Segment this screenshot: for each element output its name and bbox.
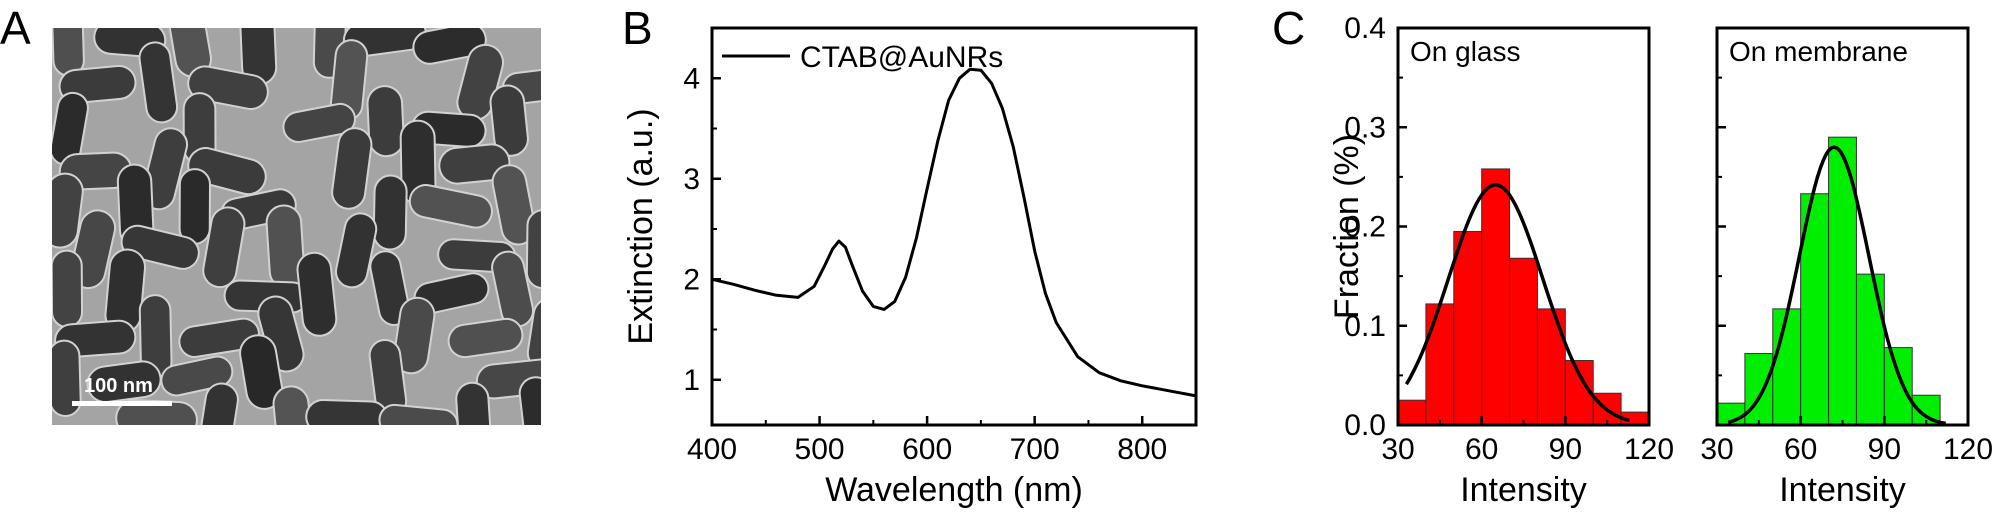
histogram-bar: [1481, 168, 1511, 426]
nanorod: [489, 84, 529, 157]
histogram-bar: [1772, 308, 1802, 426]
histogram-bar: [1855, 273, 1885, 426]
histogram-label: On membrane: [1729, 36, 1908, 67]
nanorod: [178, 168, 211, 245]
tem-micrograph: [52, 28, 541, 425]
nanorod: [296, 251, 338, 337]
x-tick-label: 120: [1943, 433, 1993, 466]
histogram-bar: [1828, 136, 1857, 426]
x-tick-label: 120: [1624, 433, 1674, 466]
y-tick-label: 4: [683, 62, 700, 95]
panel-letter-b: B: [622, 2, 653, 54]
x-axis-title: Intensity: [1460, 471, 1587, 509]
nanorod: [369, 250, 411, 326]
histogram-bar: [1425, 303, 1455, 426]
nanorod: [392, 296, 436, 375]
histogram-bar: [1744, 353, 1774, 426]
panel-letter-c: C: [1272, 2, 1305, 54]
nanorod: [52, 249, 84, 329]
nanorod: [138, 41, 179, 124]
nanorod: [455, 381, 492, 425]
nanorod: [52, 339, 82, 417]
histogram-on-glass: 30 60 90 120 0.0 0.1 0.2 0.3 0.4 On glass Intensit…: [1328, 12, 1674, 509]
x-tick-label: 60: [1784, 433, 1817, 466]
nanorod: [141, 127, 189, 211]
histogram-bar: [1883, 347, 1913, 426]
y-axis-title: Fraction (%): [1328, 134, 1366, 319]
y-tick-label: 0.3: [1344, 111, 1386, 144]
nanorod: [518, 376, 541, 425]
x-tick-label: 700: [1010, 433, 1060, 466]
nanorod: [282, 102, 356, 143]
histogram-bar: [1453, 230, 1483, 426]
histogram-bar: [1509, 257, 1538, 426]
nanorod: [86, 360, 162, 404]
x-tick-label: 90: [1868, 433, 1901, 466]
y-tick-label: 0.1: [1344, 310, 1386, 343]
x-tick-label: 800: [1117, 433, 1167, 466]
histogram-label: On glass: [1410, 36, 1521, 67]
y-tick-label: 2: [683, 263, 700, 296]
x-tick-label: 600: [902, 433, 952, 466]
plot-frame: [710, 26, 1198, 427]
nanorod: [331, 127, 373, 210]
histogram-bar: [1397, 399, 1427, 426]
y-tick-label: 0.2: [1344, 211, 1386, 244]
nanorod: [198, 382, 239, 425]
nanorod: [525, 209, 541, 290]
nanorod: [366, 85, 405, 158]
extinction-spectrum-plot: 400 500 600 700 800 1 2 3 4 Wavelength (nm) Extinc…: [622, 26, 1198, 509]
x-tick-label: 90: [1549, 433, 1582, 466]
x-tick-label: 60: [1465, 433, 1498, 466]
nanorod: [52, 172, 84, 249]
nanorod: [412, 28, 487, 65]
scale-bar-label: 100 nm: [84, 375, 153, 397]
y-tick-label: 0.4: [1344, 12, 1386, 45]
nanorod-field: [52, 28, 541, 425]
series-line-ctab-aunrs: [711, 67, 1197, 398]
nanorod: [334, 212, 378, 289]
nanorod: [526, 297, 541, 372]
nanorod: [178, 317, 260, 358]
nanorod: [239, 334, 284, 410]
x-tick-label: 30: [1381, 433, 1414, 466]
x-axis-title: Intensity: [1779, 471, 1906, 509]
nanorod: [52, 28, 85, 77]
gaussian-fit-curve: [1404, 183, 1630, 423]
nanorod: [447, 317, 524, 359]
x-axis-title: Wavelength (nm): [825, 471, 1083, 509]
x-tick-label: 500: [795, 433, 845, 466]
histogram-bar: [1536, 308, 1566, 426]
histogram-on-membrane: 30 60 90 120 On membrane Intensity: [1700, 26, 1993, 509]
y-tick-label: 1: [683, 364, 700, 397]
y-axis-title: Extinction (a.u.): [622, 108, 660, 344]
panel-letter-a: A: [0, 2, 31, 54]
nanorod: [491, 164, 537, 246]
nanorod: [372, 174, 408, 251]
legend-label: CTAB@AuNRs: [800, 41, 1003, 74]
y-tick-label: 0.0: [1344, 409, 1386, 442]
nanorod: [305, 399, 389, 425]
nanorod: [438, 143, 511, 185]
gaussian-fit-curve: [1727, 145, 1946, 426]
nanorod: [202, 206, 246, 289]
scale-bar: 100 nm: [72, 375, 172, 406]
nanorod: [408, 184, 494, 229]
y-tick-label: 3: [683, 163, 700, 196]
x-tick-label: 30: [1700, 433, 1733, 466]
x-tick-label: 400: [687, 433, 737, 466]
nanorod: [378, 403, 459, 425]
